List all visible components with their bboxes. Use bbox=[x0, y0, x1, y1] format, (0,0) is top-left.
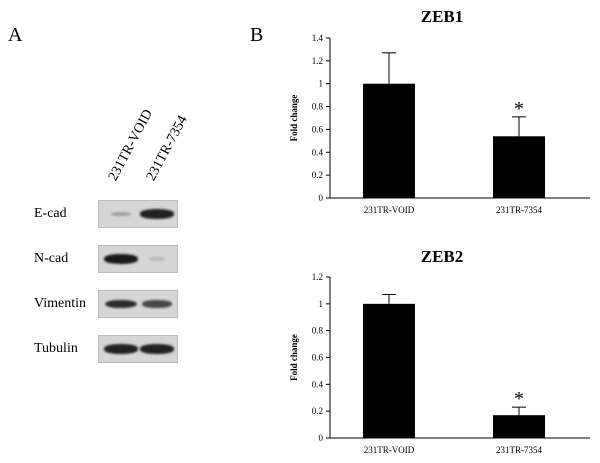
zeb2-ytick-label: 0.8 bbox=[312, 326, 324, 336]
row-label-vimentin: Vimentin bbox=[34, 296, 87, 311]
zeb1-category-label: 231TR-VOID bbox=[364, 205, 415, 215]
zeb1-bar bbox=[493, 136, 545, 198]
panel-a-letter: A bbox=[8, 24, 23, 46]
zeb1-ytick-label: 1.2 bbox=[312, 56, 323, 66]
blot-tubulin bbox=[98, 335, 178, 363]
zeb2-category-label: 231TR-VOID bbox=[364, 445, 415, 455]
zeb2-ytick-label: 0.4 bbox=[312, 379, 324, 389]
zeb1-significance-mark: * bbox=[514, 98, 524, 120]
band-tubulin-7354 bbox=[140, 344, 174, 354]
zeb2-significance-mark: * bbox=[514, 388, 524, 410]
zeb2-ylabel: Fold change bbox=[289, 334, 299, 381]
row-label-tubulin: Tubulin bbox=[34, 341, 78, 356]
zeb2-category-label: 231TR-7354 bbox=[496, 445, 542, 455]
band-tubulin-void bbox=[104, 344, 138, 354]
blot-ecad bbox=[98, 200, 178, 228]
band-vimentin-void bbox=[104, 299, 138, 309]
band-vimentin-7354 bbox=[142, 300, 172, 308]
zeb2-bar bbox=[493, 415, 545, 438]
row-label-ecad: E-cad bbox=[34, 206, 67, 221]
panel-b-letter: B bbox=[250, 24, 264, 46]
blot-vimentin bbox=[98, 290, 178, 318]
zeb1-title: ZEB1 bbox=[421, 7, 464, 26]
zeb1-ytick-label: 0.4 bbox=[312, 147, 324, 157]
zeb1-ytick-label: 0.8 bbox=[312, 102, 324, 112]
zeb2-ytick-label: 1 bbox=[319, 299, 324, 309]
zeb2-ytick-label: 1.2 bbox=[312, 272, 323, 282]
zeb1-chart: ZEB1 Fold change 0 0.2 0.4 0.6 0.8 1 1.2 1.4 231TR… bbox=[289, 7, 590, 215]
zeb1-ytick-label: 1 bbox=[319, 79, 324, 89]
zeb1-ytick-label: 0.2 bbox=[312, 170, 323, 180]
zeb2-chart: ZEB2 Fold change 0 0.2 0.4 0.6 0.8 1 1.2 231TR-VO… bbox=[289, 247, 590, 455]
zeb1-ytick-label: 1.4 bbox=[312, 33, 324, 43]
zeb2-ytick-label: 0 bbox=[319, 433, 324, 443]
zeb1-bar bbox=[363, 83, 415, 198]
zeb2-title: ZEB2 bbox=[421, 247, 464, 266]
zeb1-ytick-label: 0 bbox=[319, 193, 324, 203]
zeb2-ytick-label: 0.6 bbox=[312, 353, 324, 363]
zeb1-ytick-label: 0.6 bbox=[312, 124, 324, 134]
blot-ncad bbox=[98, 245, 178, 273]
band-ncad-void bbox=[103, 254, 139, 264]
zeb1-category-label: 231TR-7354 bbox=[496, 205, 542, 215]
band-ecad-void bbox=[111, 211, 131, 217]
zeb2-bar bbox=[363, 303, 415, 438]
row-label-ncad: N-cad bbox=[34, 251, 69, 266]
band-ncad-7354 bbox=[148, 257, 166, 261]
zeb1-ylabel: Fold change bbox=[289, 95, 299, 142]
zeb2-ytick-label: 0.2 bbox=[312, 406, 323, 416]
band-ecad-7354 bbox=[140, 209, 174, 219]
